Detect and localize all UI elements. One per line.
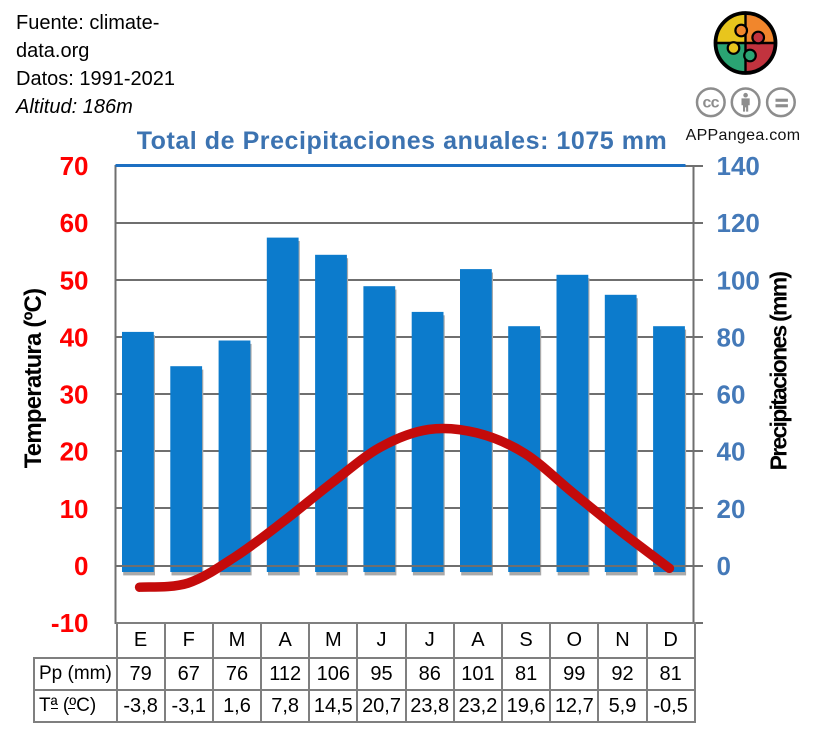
svg-text:cc: cc	[702, 95, 719, 112]
svg-text:-10: -10	[51, 608, 89, 638]
svg-text:80: 80	[717, 322, 746, 352]
svg-text:0: 0	[717, 551, 731, 581]
svg-text:20: 20	[717, 494, 746, 524]
svg-text:50: 50	[60, 265, 89, 295]
svg-text:Temperatura (ºC): Temperatura (ºC)	[20, 289, 47, 469]
svg-text:40: 40	[60, 322, 89, 352]
svg-text:120: 120	[717, 208, 760, 238]
svg-text:100: 100	[717, 265, 760, 295]
svg-text:0: 0	[74, 551, 88, 581]
svg-text:40: 40	[717, 437, 746, 467]
svg-text:60: 60	[60, 208, 89, 238]
svg-text:70: 70	[60, 151, 89, 181]
svg-text:10: 10	[60, 494, 89, 524]
svg-text:60: 60	[717, 380, 746, 410]
svg-text:Precipitaciones (mm): Precipitaciones (mm)	[766, 272, 792, 471]
svg-text:20: 20	[60, 437, 89, 467]
svg-text:30: 30	[60, 380, 89, 410]
svg-text:140: 140	[717, 151, 760, 181]
